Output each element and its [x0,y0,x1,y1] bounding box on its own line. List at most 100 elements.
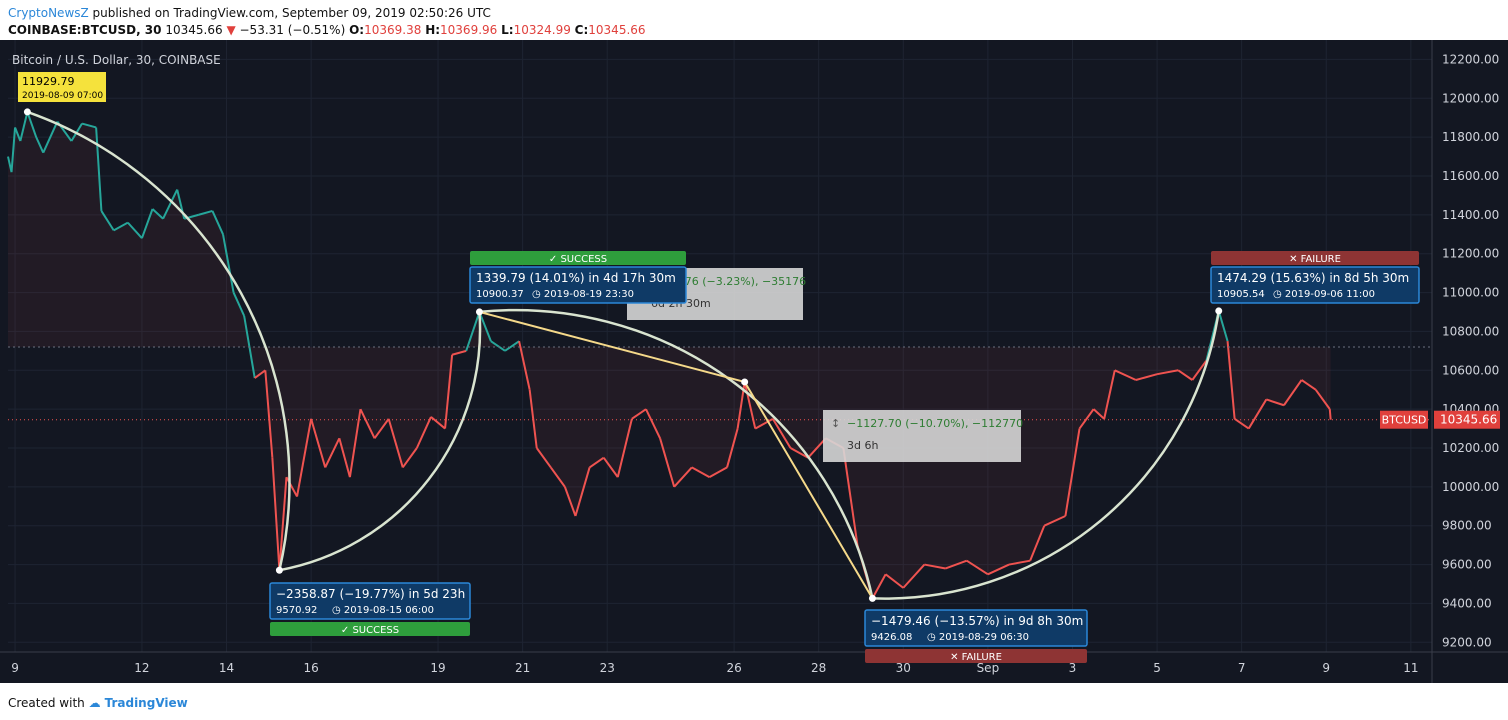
price-segment [673,466,693,488]
price-segment [550,466,566,488]
symbol-tag-label: BTCUSD [1382,414,1427,427]
symbol-tag [1380,410,1428,429]
close-value: 10345.66 [588,23,646,37]
arc4-box [1210,266,1420,304]
measure-2-sub: 3d 6h [847,439,878,452]
open-label: O: [349,23,365,37]
price-segment [1064,428,1081,517]
arc1-badge-label: ✓ SUCCESS [341,625,399,636]
pivot-point [741,378,749,386]
y-tick-label: 12000.00 [1442,91,1499,105]
y-tick-label: 11000.00 [1442,286,1499,300]
price-segment [359,408,376,439]
y-tick-label: 11800.00 [1442,130,1499,144]
price-segment [310,418,327,468]
price-segment [987,563,1010,576]
price-segment [465,311,481,352]
price-segment [885,573,904,589]
price-segment [563,486,577,517]
pivot-point [23,108,31,116]
price-segment [373,418,390,439]
drawings [23,108,1223,602]
price-segment [589,456,605,469]
author-link[interactable]: CryptoNewsZ [8,6,89,20]
price-fill [8,111,1331,599]
x-tick-label: 12 [134,661,149,675]
tradingview-logo[interactable]: TradingView [104,696,188,710]
price-segment [535,447,552,469]
price-segment [338,438,351,478]
measure-2-text: −1127.70 (−10.70%), −112770 [847,417,1023,430]
pivot-point [1215,307,1223,315]
symbol-label: COINBASE:BTCUSD, 30 [8,23,162,37]
price-segment [726,428,739,468]
price-segment [478,311,492,342]
y-tick-label: 9600.00 [1442,558,1492,572]
price-segment [14,127,22,142]
y-tick-label: 11200.00 [1442,247,1499,261]
current-price-label: 10345.66 [1440,413,1497,427]
created-with: Created with [8,696,85,710]
tradingview-logo-icon[interactable]: ☁ [88,696,101,710]
price-segment [296,418,313,497]
price-segment [631,408,647,420]
x-tick-label: 26 [726,661,741,675]
price-segment [387,418,404,468]
arc1-price: 9570.92 [276,605,317,616]
price-segment [871,573,887,599]
price-segment [401,447,418,469]
price-segment [902,563,926,589]
price-segment [772,418,792,449]
arc1-badge [270,622,470,636]
price-segment [743,381,757,429]
price-segment [1008,559,1031,566]
arc3-time: ◷ 2019-08-29 06:30 [927,632,1029,643]
change-value: −53.31 (−0.51%) [239,23,346,37]
arc4-change: 1474.29 (15.63%) in 8d 5h 30m [1217,271,1409,285]
current-price-tag [1434,410,1500,429]
price-segment [1226,341,1236,419]
price-segment [659,438,676,488]
chart-area[interactable]: 9200.00 9400.00 9600.00 9800.00 10000.00 1020… [0,40,1508,683]
price-segment [42,121,59,154]
price-segment [278,477,288,571]
price-segment [842,447,859,546]
price-segment [490,340,506,352]
axes: 9200.00 9400.00 9600.00 9800.00 10000.00 1020… [0,40,1508,683]
price-segment [602,457,619,478]
price-segment [232,292,246,317]
y-tick-label: 9200.00 [1442,635,1492,649]
arc3-badge [865,649,1087,663]
annotations: −354.76 (−3.23%), −351766d 2h 30m↕−1127.… [18,72,1420,663]
arc1-time: ◷ 2019-08-15 06:00 [332,605,434,616]
price-segment [81,122,97,129]
measure-2-arrow-icon: ↕ [831,417,840,430]
price-segment [141,208,154,239]
price-chart[interactable]: 9200.00 9400.00 9600.00 9800.00 10000.00 1020… [0,40,1508,683]
price-segment [504,340,520,352]
close-label: C: [574,23,589,37]
price-segment [528,389,538,449]
x-tick-label: 14 [219,661,234,675]
arc3-box [864,609,1088,647]
measure-2-box [823,410,1021,462]
price-segment [708,466,728,479]
price-segment [1092,408,1105,420]
pivot-point [275,566,283,574]
arc3-change: −1479.46 (−13.57%) in 9d 8h 30m [871,614,1083,628]
arc2-box [469,266,687,304]
x-tick-label: 7 [1238,661,1246,675]
x-tick-label: 11 [1403,661,1418,675]
arc-drop-2 [479,308,874,599]
x-tick-label: 16 [303,661,318,675]
low-value: 10324.99 [513,23,571,37]
price-segment [945,559,968,570]
open-value: 10369.38 [364,23,422,37]
ohlc-line: COINBASE:BTCUSD, 30 10345.66 ▼ −53.31 (−… [8,23,646,37]
price-segment [645,408,661,439]
pivot-point [868,594,876,602]
price-segment [616,418,633,478]
arc2-change: 1339.79 (14.01%) in 4d 17h 30m [476,271,676,285]
arc4-price: 10905.54 [1217,289,1265,300]
price-segment [1301,379,1317,391]
